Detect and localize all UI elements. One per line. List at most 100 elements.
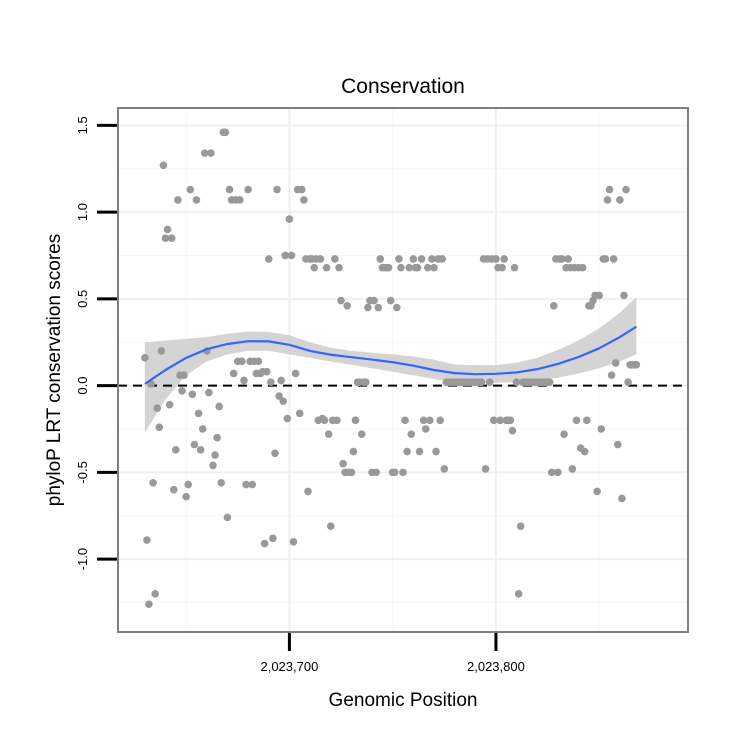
data-point — [603, 196, 612, 204]
data-point — [477, 378, 486, 386]
data-point — [512, 378, 521, 386]
data-point — [229, 369, 238, 378]
data-point — [372, 468, 380, 477]
data-point — [196, 446, 205, 454]
data-point — [188, 390, 197, 399]
data-point — [211, 451, 219, 459]
data-point — [510, 263, 519, 272]
data-point — [277, 376, 285, 385]
confidence-band — [144, 297, 637, 433]
data-point — [333, 416, 341, 425]
data-point — [149, 478, 157, 487]
data-point — [283, 414, 292, 423]
data-point — [514, 590, 523, 598]
data-point — [428, 255, 436, 263]
data-point — [331, 255, 339, 263]
data-point — [155, 423, 164, 432]
data-point — [403, 447, 411, 456]
data-point — [568, 465, 577, 473]
data-point — [254, 357, 263, 366]
data-point — [423, 263, 432, 272]
data-point — [609, 255, 618, 263]
data-point — [271, 449, 279, 458]
data-point — [295, 409, 304, 418]
y-tick-label: -1.0 — [75, 548, 90, 570]
data-point — [421, 425, 430, 433]
data-point — [141, 354, 149, 362]
data-point — [611, 359, 620, 367]
data-point — [165, 400, 174, 409]
data-point — [374, 303, 383, 312]
data-point — [279, 397, 288, 406]
data-point — [349, 447, 358, 456]
data-point — [238, 357, 246, 366]
data-point — [564, 255, 573, 263]
data-point — [560, 430, 568, 438]
data-point — [549, 302, 558, 310]
data-point — [248, 480, 257, 489]
data-point — [516, 522, 525, 530]
plot-panel-border — [117, 107, 689, 633]
data-point — [440, 465, 449, 473]
data-point — [221, 128, 230, 137]
smooth-trend-line — [144, 325, 637, 385]
data-point — [399, 468, 407, 477]
data-point — [310, 263, 318, 272]
data-point — [545, 378, 554, 386]
data-point — [163, 225, 172, 234]
data-point — [490, 416, 498, 425]
data-point — [616, 196, 624, 204]
data-point — [407, 430, 416, 438]
data-point — [267, 378, 275, 386]
data-point — [622, 185, 630, 194]
data-point — [161, 234, 170, 242]
data-point — [174, 196, 182, 204]
scatter-points — [141, 128, 641, 609]
data-point — [281, 251, 290, 260]
data-point — [498, 263, 506, 272]
data-point — [200, 149, 209, 157]
data-point — [413, 263, 422, 272]
data-point — [236, 196, 244, 204]
data-point — [362, 378, 370, 386]
data-point — [632, 360, 641, 369]
data-point — [192, 196, 201, 204]
data-point — [169, 485, 178, 494]
data-point — [335, 263, 343, 272]
data-point — [401, 416, 409, 425]
data-point — [260, 539, 269, 548]
chart-title: Conservation — [341, 75, 465, 98]
y-tick-label: -0.5 — [75, 461, 90, 483]
data-point — [481, 465, 490, 473]
smooth-line-path — [144, 325, 637, 385]
data-point — [376, 255, 385, 263]
data-point — [287, 251, 296, 260]
data-point — [213, 433, 221, 442]
data-point — [262, 367, 271, 376]
data-point — [417, 255, 426, 263]
data-point — [167, 234, 176, 242]
y-tick-label: 1.5 — [75, 116, 90, 134]
data-point — [207, 149, 215, 157]
data-point — [300, 196, 308, 204]
data-point — [618, 494, 626, 503]
data-point — [172, 446, 180, 454]
data-point — [432, 447, 440, 456]
data-point — [209, 461, 217, 470]
data-point — [182, 492, 190, 501]
data-point — [547, 468, 556, 477]
data-point — [244, 185, 252, 194]
data-point — [605, 185, 614, 194]
data-point — [426, 416, 434, 425]
data-point — [289, 537, 298, 546]
data-point — [339, 459, 347, 468]
data-point — [145, 600, 153, 609]
data-point — [157, 347, 166, 355]
y-tick-label: 0.5 — [75, 290, 90, 308]
data-point — [285, 215, 294, 223]
data-point — [500, 255, 508, 263]
data-point — [409, 255, 418, 263]
data-point — [143, 536, 151, 544]
data-point — [506, 416, 515, 425]
